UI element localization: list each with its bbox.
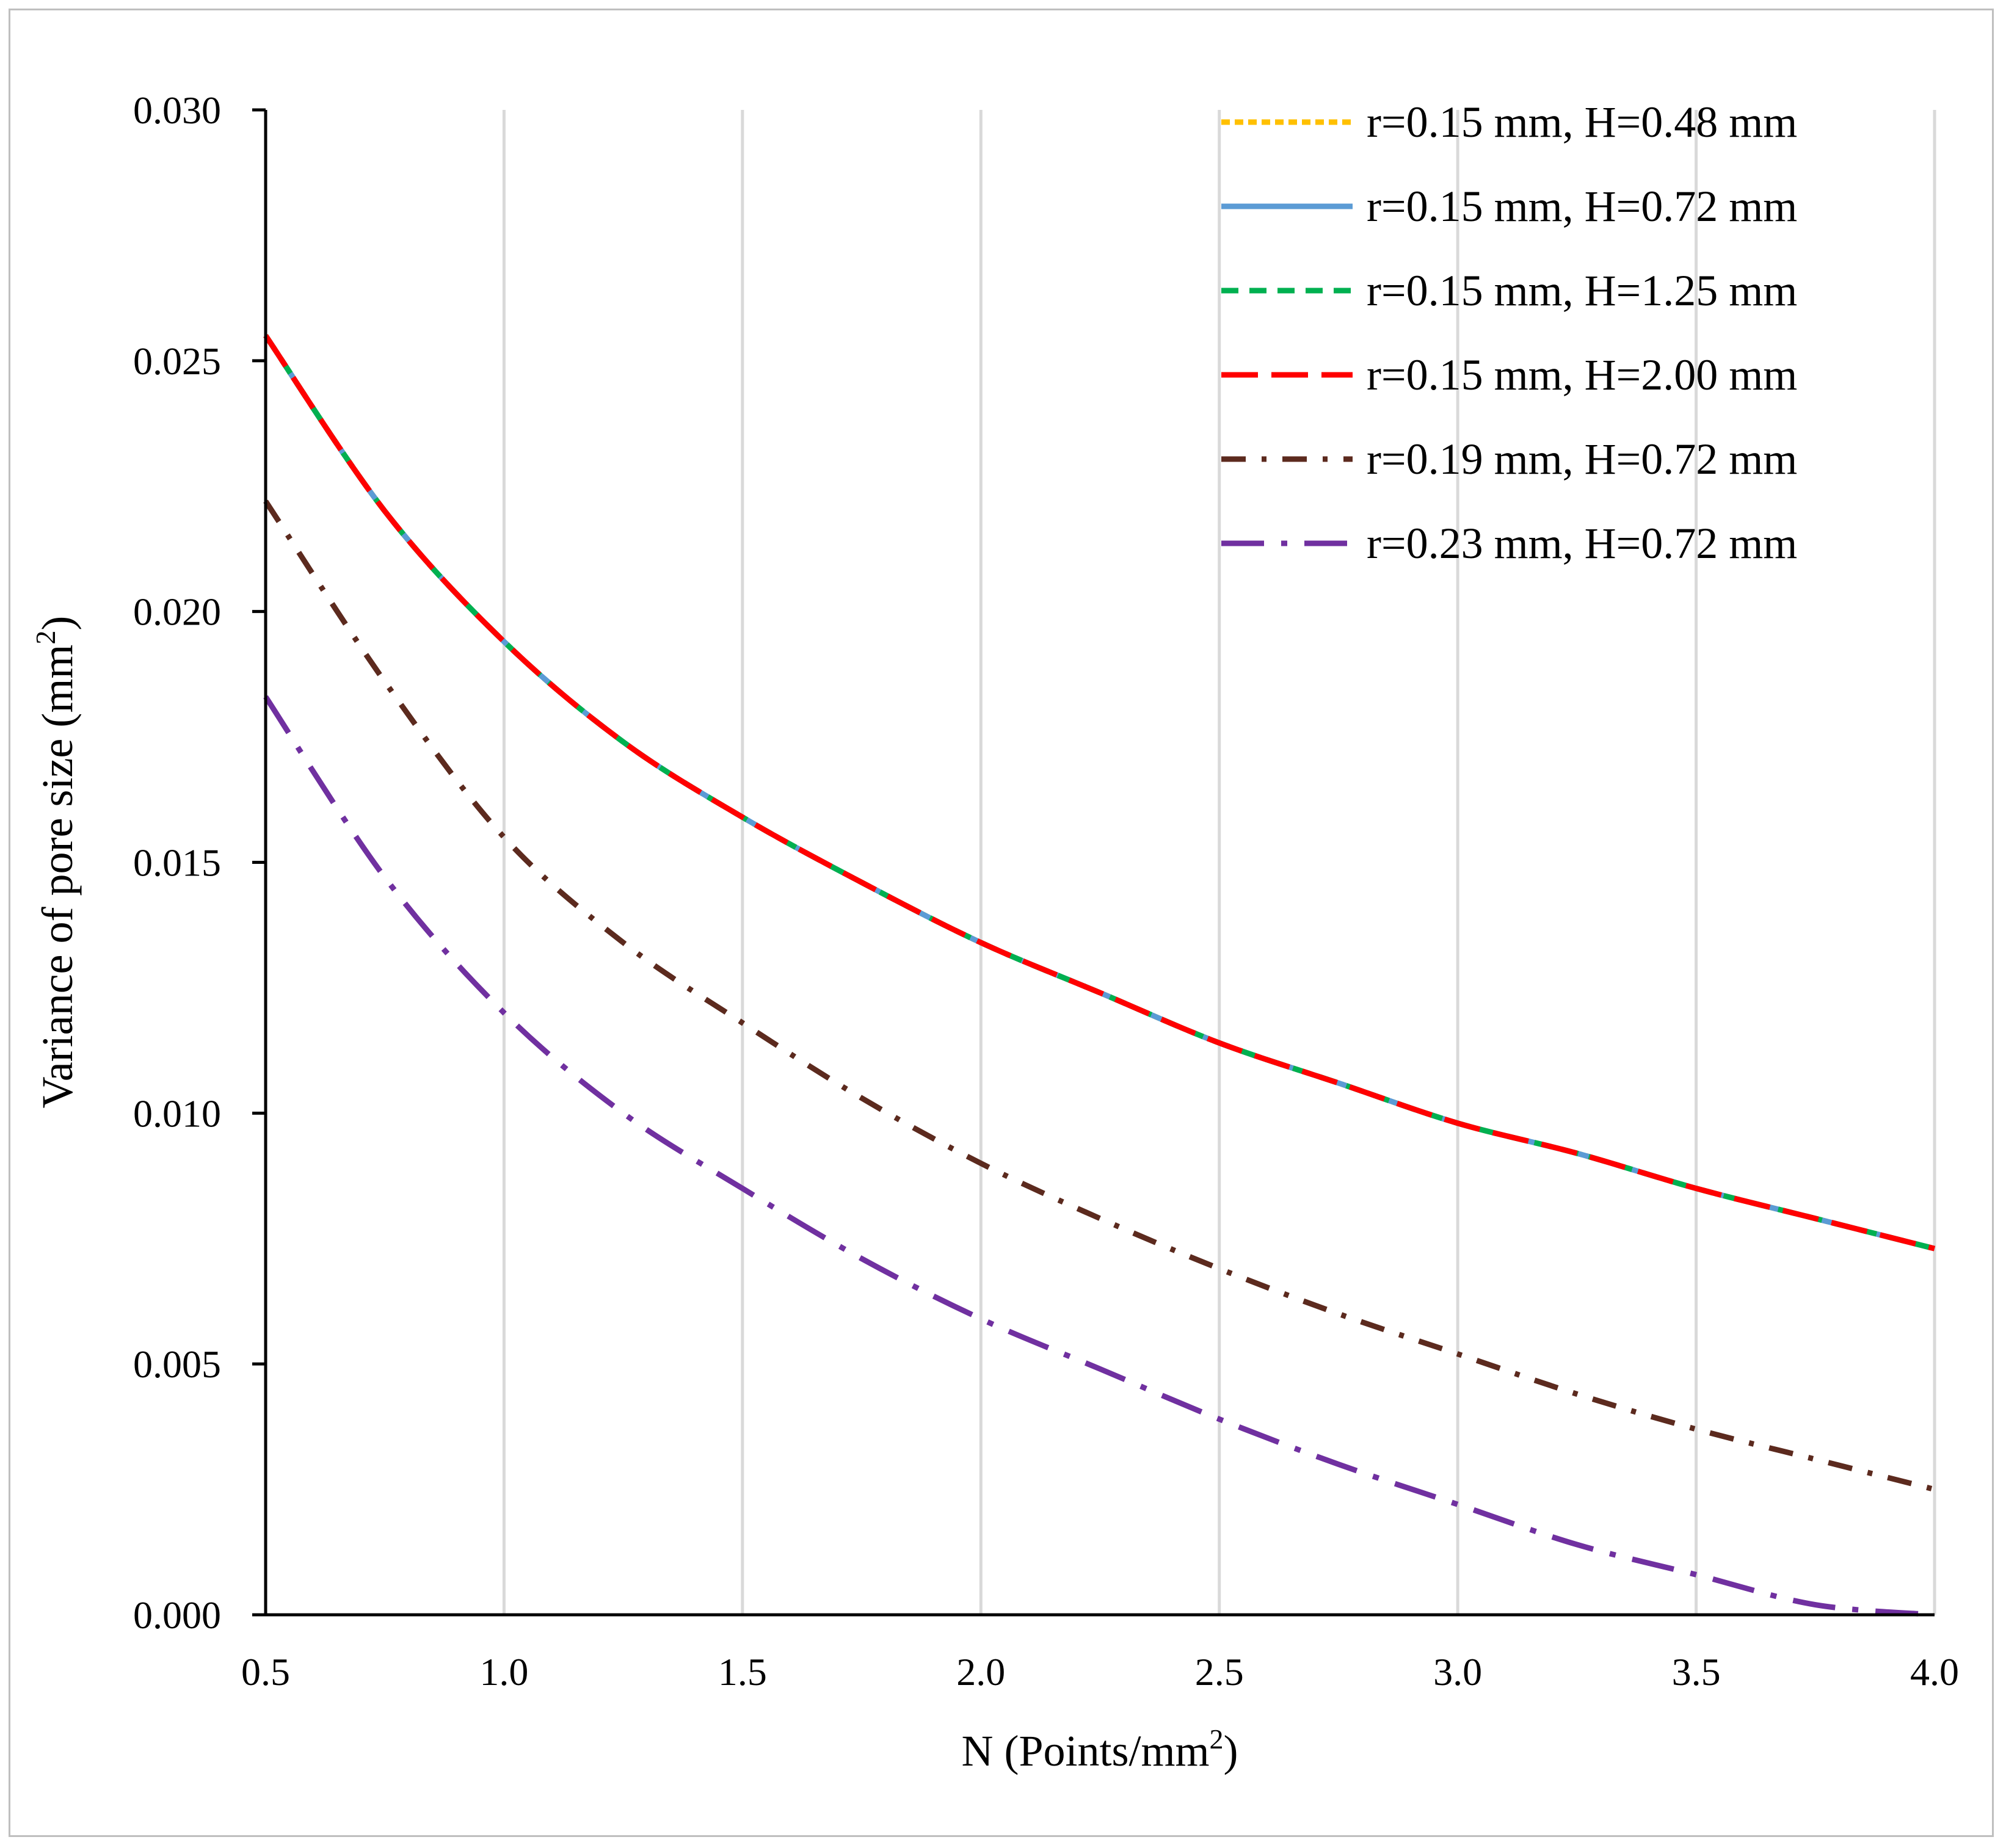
legend-label: r=0.23 mm, H=0.72 mm <box>1367 519 1797 568</box>
x-tick-label: 2.0 <box>956 1650 1005 1694</box>
x-tick-label: 3.0 <box>1433 1650 1482 1694</box>
legend-label: r=0.15 mm, H=0.72 mm <box>1367 182 1797 231</box>
legend-label: r=0.15 mm, H=0.48 mm <box>1367 98 1797 147</box>
series-line <box>263 695 1935 1618</box>
x-tick-label: 0.5 <box>241 1650 290 1694</box>
y-axis-title: Variance of pore size (mm2) <box>30 616 82 1109</box>
y-tick-label: 0.005 <box>133 1343 221 1386</box>
tick-labels: 0.5 1.0 1.5 2.0 2.5 3.0 3.5 4.0 0.000 0.005 0.010 0… <box>133 89 1959 1694</box>
y-tick-label: 0.020 <box>133 590 221 634</box>
y-tick-label: 0.010 <box>133 1092 221 1135</box>
x-tick-label: 2.5 <box>1195 1650 1244 1694</box>
x-tick-label: 1.5 <box>718 1650 767 1694</box>
x-axis-title: N (Points/mm2) <box>961 1723 1238 1775</box>
series-line <box>263 334 1936 1252</box>
y-tick-label: 0.030 <box>133 89 221 132</box>
grid <box>502 110 1936 1615</box>
chart-frame <box>9 9 1994 1837</box>
x-tick-label: 4.0 <box>1910 1650 1959 1694</box>
legend-label: r=0.15 mm, H=1.25 mm <box>1367 266 1797 315</box>
legend: r=0.15 mm, H=0.48 mm r=0.15 mm, H=0.72 mm… <box>1221 98 1797 568</box>
axes <box>264 110 1935 1617</box>
legend-label: r=0.19 mm, H=0.72 mm <box>1367 435 1797 484</box>
x-tick-label: 3.5 <box>1672 1650 1721 1694</box>
y-tick-label: 0.015 <box>133 841 221 885</box>
x-tick-label: 1.0 <box>479 1650 528 1694</box>
y-tick-label: 0.000 <box>133 1593 221 1637</box>
legend-label: r=0.15 mm, H=2.00 mm <box>1367 350 1797 399</box>
series-lines <box>263 334 1936 1618</box>
y-tick-label: 0.025 <box>133 339 221 383</box>
